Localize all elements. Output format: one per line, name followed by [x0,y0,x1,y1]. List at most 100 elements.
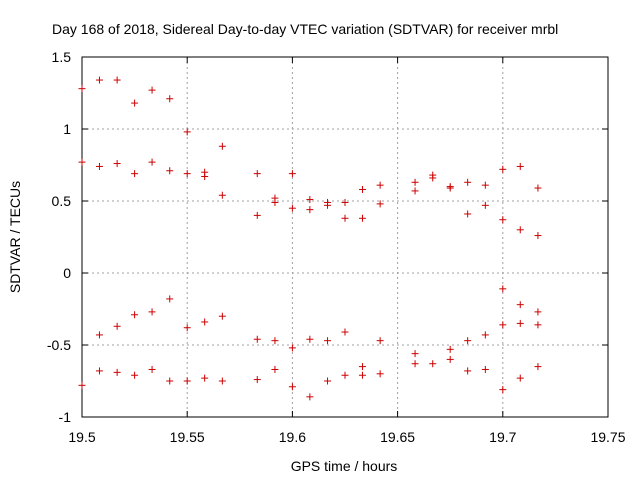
data-point [429,174,437,182]
data-point [516,162,524,170]
data-point [376,337,384,345]
data-point [95,162,103,170]
data-point [446,355,454,363]
data-point [218,142,226,150]
data-point [253,211,261,219]
data-point [481,181,489,189]
data-point [271,337,279,345]
data-point [481,201,489,209]
y-tick-label: 0.5 [52,193,72,209]
data-point [516,226,524,234]
data-point [148,365,156,373]
data-point [183,324,191,332]
data-point [148,308,156,316]
y-tick-label: 1 [63,121,71,137]
data-point [499,165,507,173]
data-point [429,360,437,368]
data-point [166,95,174,103]
data-point [464,337,472,345]
data-point [218,312,226,320]
data-point [306,335,314,343]
data-point [464,178,472,186]
data-point [95,76,103,84]
data-point [411,178,419,186]
data-point [78,381,86,389]
data-point [95,367,103,375]
data-point [411,350,419,358]
data-point [288,204,296,212]
data-point [499,216,507,224]
data-point [499,386,507,394]
data-point [341,371,349,379]
data-point [464,210,472,218]
data-point [166,295,174,303]
data-point [253,376,261,384]
data-point [534,184,542,192]
y-tick-label: 1.5 [52,49,72,65]
data-points [78,76,542,401]
axis-ticks [81,56,609,418]
y-tick-label: 0 [63,265,71,281]
data-point [306,393,314,401]
data-point [201,374,209,382]
data-point [288,170,296,178]
y-tick-label: -1 [59,409,72,425]
data-point [218,377,226,385]
data-point [166,167,174,175]
data-point [131,371,139,379]
data-point [324,201,332,209]
data-point [499,321,507,329]
data-point [464,367,472,375]
data-point [446,345,454,353]
data-point [271,198,279,206]
data-point [271,365,279,373]
data-point [358,214,366,222]
data-point [358,371,366,379]
data-point [148,158,156,166]
data-point [534,363,542,371]
x-axis-label: GPS time / hours [291,458,398,474]
data-point [411,360,419,368]
y-tick-label: -0.5 [47,337,71,353]
data-point [324,337,332,345]
data-point [534,232,542,240]
data-point [534,321,542,329]
data-point [358,363,366,371]
data-point [411,187,419,195]
data-point [341,214,349,222]
data-point [324,377,332,385]
x-tick-label: 19.6 [279,429,306,445]
data-point [341,328,349,336]
data-point [376,200,384,208]
data-point [131,170,139,178]
data-point [183,128,191,136]
x-tick-label: 19.65 [380,429,415,445]
data-point [113,160,121,168]
data-point [288,344,296,352]
data-point [481,331,489,339]
y-axis-label: SDTVAR / TECUs [7,181,23,293]
data-point [341,198,349,206]
x-tick-label: 19.5 [68,429,95,445]
data-point [516,301,524,309]
data-point [446,184,454,192]
data-point [183,170,191,178]
data-point [358,185,366,193]
x-tick-label: 19.7 [489,429,516,445]
data-point [148,86,156,94]
data-point [131,99,139,107]
data-point [481,365,489,373]
data-point [306,196,314,204]
chart-title: Day 168 of 2018, Sidereal Day-to-day VTE… [52,21,558,37]
data-point [218,191,226,199]
x-tick-label: 19.75 [590,429,625,445]
data-point [516,374,524,382]
data-point [201,173,209,181]
data-point [95,331,103,339]
data-point [499,285,507,293]
data-point [183,377,191,385]
data-point [166,377,174,385]
data-point [306,206,314,214]
